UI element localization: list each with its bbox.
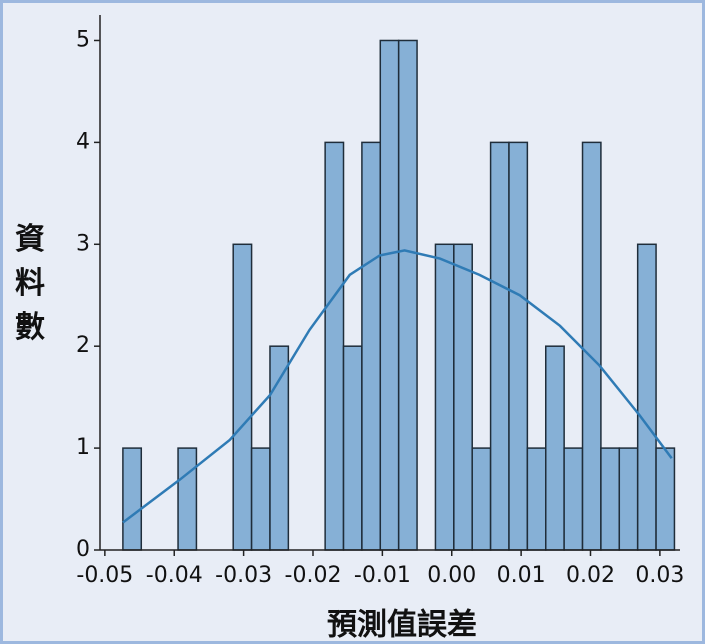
- bar: [545, 345, 565, 551]
- bar: [453, 243, 473, 551]
- x-tick-label: 0.00: [427, 563, 476, 588]
- x-tick-label: -0.01: [354, 563, 411, 588]
- bar: [471, 447, 492, 551]
- bar: [177, 447, 198, 551]
- bar: [269, 345, 290, 551]
- bar: [600, 447, 621, 551]
- bar: [324, 141, 345, 551]
- bar: [434, 243, 455, 551]
- kde-line: [122, 249, 673, 524]
- x-tick-label: -0.05: [76, 563, 133, 588]
- y-tick-label: 5: [76, 27, 90, 52]
- x-tick-label: -0.02: [285, 563, 342, 588]
- y-tick-label: 4: [76, 129, 90, 154]
- bar: [361, 141, 382, 551]
- x-tick-label: 0.03: [635, 563, 684, 588]
- bar: [508, 141, 529, 551]
- x-tick-label: -0.03: [215, 563, 272, 588]
- bar: [636, 243, 657, 551]
- bar: [232, 243, 253, 551]
- x-axis-label: 預測值誤差: [327, 608, 477, 643]
- bar: [397, 39, 418, 551]
- y-tick-label: 2: [76, 333, 90, 358]
- bar: [489, 141, 510, 551]
- bar: [122, 447, 143, 551]
- x-tick-label: 0.02: [566, 563, 615, 588]
- x-tick-label: 0.01: [497, 563, 546, 588]
- bar: [526, 447, 547, 551]
- y-axis-label-text: 資料數: [15, 222, 45, 345]
- bar: [342, 345, 363, 551]
- y-axis-label: 資料數: [15, 222, 45, 345]
- bar: [655, 447, 676, 551]
- x-tick-label: -0.04: [146, 563, 203, 588]
- bar: [379, 39, 400, 551]
- y-tick-label: 3: [76, 231, 90, 256]
- bar: [563, 447, 584, 551]
- bar: [250, 447, 271, 551]
- y-tick-label: 1: [76, 435, 90, 460]
- y-tick-label: 0: [76, 537, 90, 562]
- bar: [618, 447, 639, 551]
- bar: [581, 141, 602, 551]
